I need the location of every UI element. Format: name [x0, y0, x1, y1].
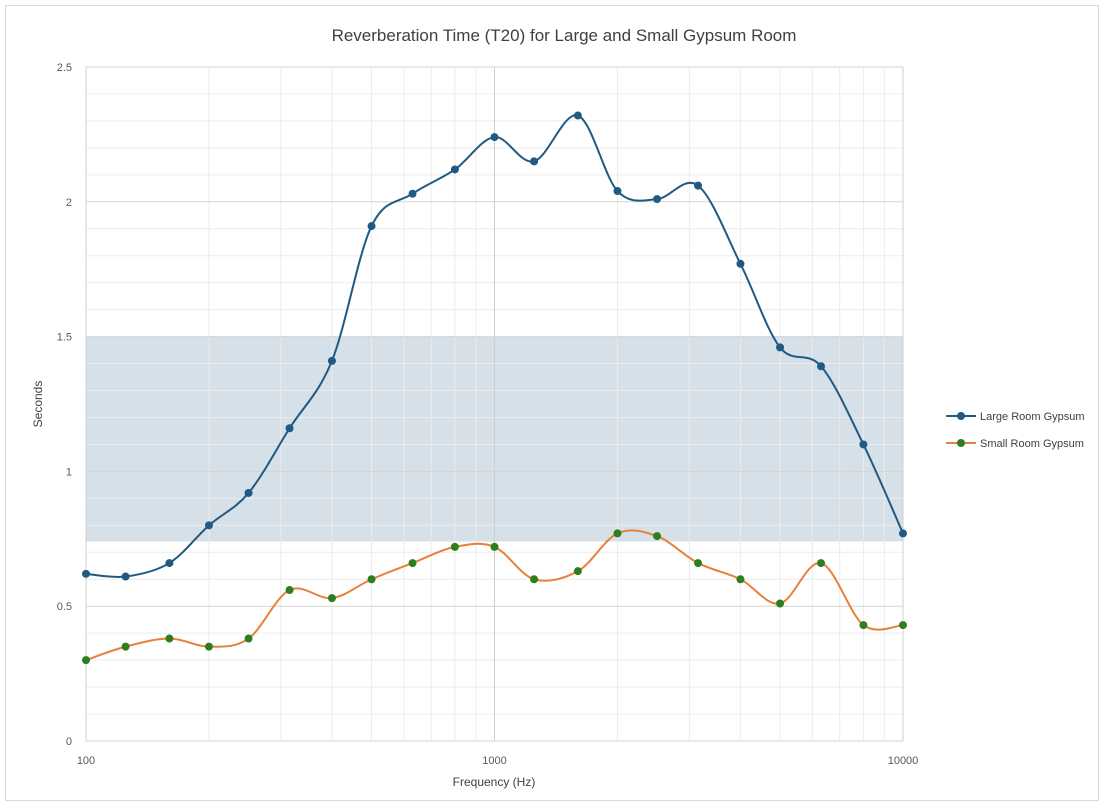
- data-point-large-room: [165, 559, 174, 568]
- data-point-small-room: [367, 575, 376, 584]
- data-point-small-room: [204, 642, 213, 651]
- data-point-small-room: [450, 542, 459, 551]
- data-point-large-room: [736, 259, 745, 268]
- legend-marker-small-room: [957, 439, 965, 447]
- data-point-small-room: [408, 559, 417, 568]
- y-axis-label: Seconds: [31, 381, 45, 428]
- data-point-large-room: [859, 440, 868, 449]
- data-point-large-room: [817, 362, 826, 371]
- data-point-small-room: [736, 575, 745, 584]
- y-tick-label: 1.5: [57, 332, 72, 344]
- grid-layer: [85, 66, 904, 742]
- y-tick-label: 2.5: [57, 62, 72, 74]
- data-point-small-room: [859, 621, 868, 630]
- data-point-large-room: [244, 488, 253, 497]
- data-point-small-room: [327, 594, 336, 603]
- data-point-large-room: [613, 187, 622, 196]
- data-point-small-room: [530, 575, 539, 584]
- data-point-large-room: [121, 572, 130, 581]
- data-point-small-room: [653, 532, 662, 541]
- data-point-large-room: [367, 222, 376, 231]
- legend-label-small-room: Small Room Gypsum: [980, 438, 1084, 450]
- data-point-large-room: [653, 195, 662, 204]
- series-layer: [82, 111, 907, 665]
- data-point-large-room: [573, 111, 582, 120]
- y-tick-label: 0: [66, 736, 72, 748]
- legend-label-large-room: Large Room Gypsum: [980, 411, 1085, 423]
- data-point-small-room: [817, 559, 826, 568]
- x-axis-label: Frequency (Hz): [453, 775, 536, 789]
- data-point-small-room: [285, 586, 294, 595]
- y-tick-labels: 0 0.5 1 1.5 2 2.5: [57, 62, 72, 748]
- series-line-large-room: [85, 114, 904, 578]
- data-point-small-room: [899, 621, 907, 630]
- data-point-small-room: [121, 642, 130, 651]
- data-point-large-room: [327, 356, 336, 365]
- y-tick-label: 0.5: [57, 601, 72, 613]
- data-point-small-room: [776, 599, 785, 608]
- y-tick-label: 2: [66, 197, 72, 209]
- legend-item-large-room: Large Room Gypsum: [946, 411, 1085, 423]
- data-point-large-room: [490, 133, 499, 142]
- data-point-small-room: [244, 634, 253, 643]
- data-point-small-room: [694, 559, 703, 568]
- x-tick-label: 1000: [482, 755, 506, 767]
- data-point-large-room: [408, 189, 417, 198]
- data-point-large-room: [776, 343, 785, 352]
- data-point-small-room: [165, 634, 174, 643]
- legend: Large Room Gypsum Small Room Gypsum: [946, 411, 1085, 450]
- data-point-small-room: [613, 529, 622, 538]
- data-point-large-room: [450, 165, 459, 174]
- data-point-small-room: [82, 656, 90, 665]
- data-point-large-room: [285, 424, 294, 433]
- x-tick-labels: 100 1000 10000: [77, 755, 918, 767]
- legend-marker-large-room: [957, 412, 965, 420]
- series-small-room: [82, 529, 907, 665]
- chart-title: Reverberation Time (T20) for Large and S…: [332, 26, 797, 45]
- data-point-large-room: [899, 529, 907, 538]
- data-point-large-room: [204, 521, 213, 530]
- y-tick-label: 1: [66, 466, 72, 478]
- data-point-large-room: [530, 157, 539, 166]
- data-point-small-room: [490, 542, 499, 551]
- x-tick-label: 100: [77, 755, 95, 767]
- x-tick-label: 10000: [888, 755, 919, 767]
- series-large-room: [82, 111, 907, 581]
- data-point-large-room: [82, 569, 90, 578]
- data-point-small-room: [573, 567, 582, 576]
- legend-item-small-room: Small Room Gypsum: [946, 438, 1084, 450]
- data-point-large-room: [694, 181, 703, 190]
